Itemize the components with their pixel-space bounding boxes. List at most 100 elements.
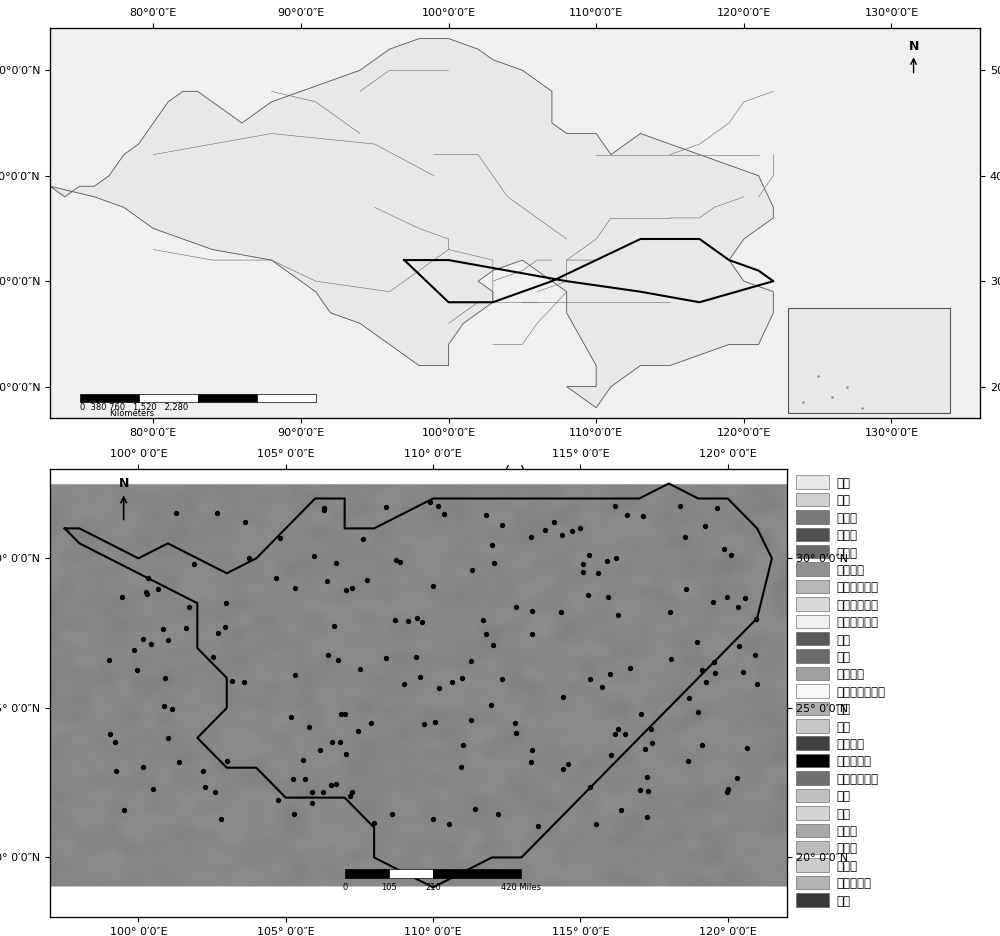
Point bbox=[581, 548, 597, 563]
Point bbox=[107, 735, 123, 750]
Text: 低覆盖度草地: 低覆盖度草地 bbox=[836, 616, 878, 629]
Point bbox=[607, 498, 623, 513]
Bar bbox=[796, 841, 829, 855]
Bar bbox=[80, 394, 139, 402]
Point bbox=[494, 672, 510, 687]
Bar bbox=[796, 771, 829, 784]
Point bbox=[326, 618, 342, 633]
Point bbox=[463, 712, 479, 727]
Point bbox=[197, 780, 213, 795]
Point bbox=[126, 642, 142, 657]
Point bbox=[387, 613, 403, 628]
Point bbox=[171, 754, 187, 769]
Point bbox=[663, 652, 679, 667]
Point bbox=[716, 542, 732, 557]
Point bbox=[677, 530, 693, 545]
Text: 戈壁: 戈壁 bbox=[836, 808, 850, 821]
Text: 210: 210 bbox=[425, 884, 441, 892]
Point bbox=[338, 747, 354, 762]
Point bbox=[328, 556, 344, 571]
Point bbox=[707, 665, 723, 680]
Point bbox=[332, 734, 348, 749]
Point bbox=[639, 810, 655, 825]
Bar bbox=[796, 579, 829, 593]
Bar bbox=[796, 545, 829, 559]
Bar bbox=[796, 684, 829, 697]
Polygon shape bbox=[50, 38, 773, 408]
Bar bbox=[788, 308, 950, 413]
Point bbox=[554, 527, 570, 542]
Point bbox=[709, 501, 725, 516]
Point bbox=[484, 537, 500, 552]
Bar bbox=[796, 824, 829, 837]
Point bbox=[116, 803, 132, 818]
Point bbox=[719, 784, 735, 799]
Point bbox=[295, 753, 311, 768]
Point bbox=[205, 650, 221, 665]
Point bbox=[217, 620, 233, 635]
Point bbox=[283, 709, 299, 724]
Point bbox=[316, 502, 332, 517]
Point bbox=[338, 583, 354, 598]
Point bbox=[508, 725, 524, 740]
Point bbox=[378, 651, 394, 665]
Point bbox=[453, 759, 469, 774]
Point bbox=[412, 669, 428, 684]
Bar bbox=[433, 870, 521, 878]
Point bbox=[731, 639, 747, 654]
Point bbox=[555, 761, 571, 776]
Text: 420 Miles: 420 Miles bbox=[501, 884, 541, 892]
Text: 其他林地: 其他林地 bbox=[836, 563, 864, 577]
Point bbox=[384, 807, 400, 822]
Point bbox=[662, 605, 678, 620]
Bar bbox=[796, 753, 829, 768]
Point bbox=[580, 588, 596, 603]
Point bbox=[613, 803, 629, 818]
Text: 0: 0 bbox=[342, 884, 347, 892]
Text: N: N bbox=[118, 477, 129, 490]
Point bbox=[414, 614, 430, 629]
Point bbox=[632, 782, 648, 797]
Point bbox=[155, 622, 171, 636]
Point bbox=[689, 635, 705, 650]
Point bbox=[698, 674, 714, 689]
Bar bbox=[796, 475, 829, 489]
Point bbox=[330, 652, 346, 667]
Point bbox=[553, 605, 569, 620]
Bar bbox=[796, 563, 829, 576]
Point bbox=[633, 707, 649, 722]
Point bbox=[436, 506, 452, 521]
Point bbox=[720, 782, 736, 797]
Point bbox=[610, 722, 626, 737]
Point bbox=[135, 760, 151, 775]
Text: 水田: 水田 bbox=[836, 476, 850, 490]
Point bbox=[637, 741, 653, 756]
Bar bbox=[796, 789, 829, 802]
Point bbox=[102, 726, 118, 741]
Point bbox=[555, 690, 571, 705]
Point bbox=[164, 702, 180, 717]
Point bbox=[737, 591, 753, 606]
Point bbox=[600, 590, 616, 605]
Text: 滩地: 滩地 bbox=[836, 721, 850, 734]
Bar bbox=[796, 597, 829, 610]
Point bbox=[195, 764, 211, 779]
Point bbox=[168, 505, 184, 520]
Point bbox=[748, 611, 764, 626]
Point bbox=[523, 530, 539, 545]
Point bbox=[640, 783, 656, 798]
Point bbox=[672, 498, 688, 513]
Point bbox=[324, 735, 340, 750]
Text: 裸岩石砦地: 裸岩石砦地 bbox=[836, 877, 871, 890]
Point bbox=[582, 671, 598, 686]
Text: N: N bbox=[908, 39, 919, 52]
Point bbox=[143, 636, 159, 651]
Bar bbox=[796, 615, 829, 628]
Point bbox=[140, 570, 156, 585]
Bar bbox=[796, 510, 829, 523]
Point bbox=[546, 515, 562, 530]
Point bbox=[224, 674, 240, 689]
Text: 灌木林: 灌木林 bbox=[836, 529, 857, 542]
Bar bbox=[796, 632, 829, 646]
Text: 城镇用地: 城镇用地 bbox=[836, 738, 864, 751]
